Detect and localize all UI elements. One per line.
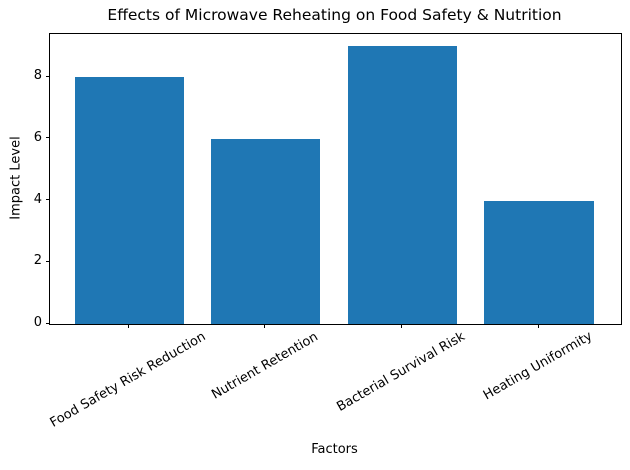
y-tick-label: 0 (33, 315, 42, 330)
x-tick-label: Food Safety Risk Reduction (47, 329, 209, 431)
y-tick-mark (45, 75, 49, 77)
chart-title: Effects of Microwave Reheating on Food S… (107, 6, 562, 24)
x-tick-mark (264, 324, 266, 328)
y-tick-mark (45, 137, 49, 139)
plot-area (49, 33, 622, 325)
bar-3 (484, 200, 594, 324)
y-axis-label: Impact Level (8, 136, 24, 220)
y-tick-label: 8 (33, 68, 42, 84)
y-tick-mark (45, 322, 49, 324)
y-tick-label: 4 (33, 191, 42, 207)
bar-1 (211, 138, 321, 324)
bar-2 (347, 46, 458, 324)
x-tick-label: Bacterial Survival Risk (334, 329, 469, 415)
y-tick-mark (45, 199, 49, 201)
x-tick-mark (127, 324, 129, 328)
x-tick-mark (400, 324, 402, 328)
x-tick-mark (537, 324, 539, 328)
x-tick-label: Nutrient Retention (209, 329, 321, 403)
y-tick-mark (45, 260, 49, 262)
bar-0 (74, 77, 184, 324)
y-tick-label: 2 (33, 253, 42, 269)
x-axis-label: Factors (311, 442, 358, 457)
y-tick-label: 6 (33, 129, 42, 145)
x-tick-label: Heating Uniformity (480, 329, 596, 404)
